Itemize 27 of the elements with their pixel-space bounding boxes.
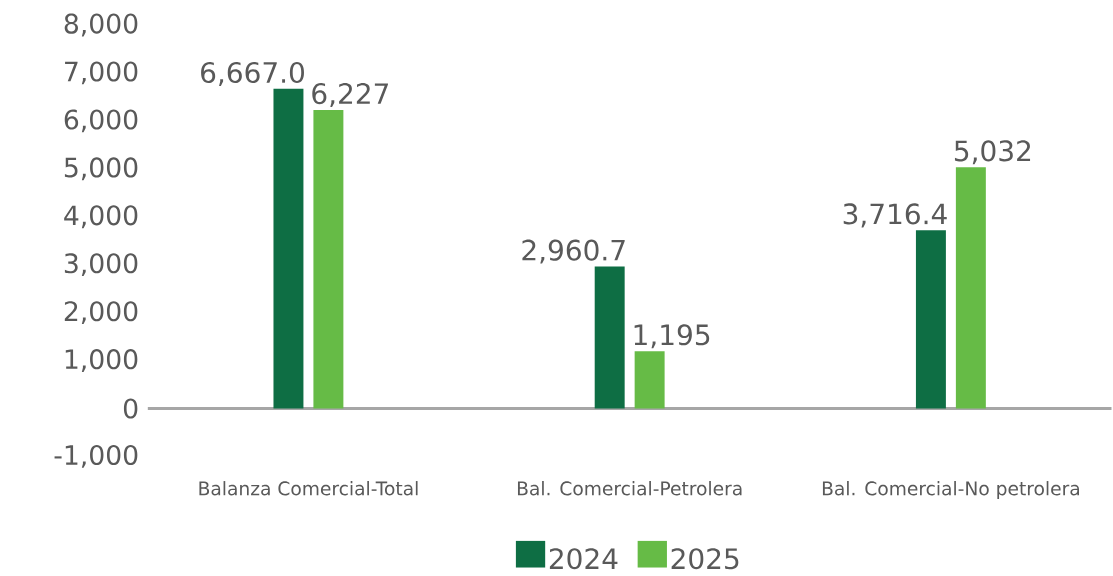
y-tick-label: 7,000 [65, 61, 138, 85]
y-tick-label: 5,000 [64, 157, 138, 181]
data-label: 6,667.0 [201, 61, 304, 86]
y-tick-label: 8,000 [64, 13, 138, 37]
x-tick-label: Bal. Comercial-Petrolera [517, 480, 742, 496]
y-tick-label: 1,000 [65, 348, 138, 372]
data-label: 1,195 [634, 324, 710, 349]
data-label: 6,227 [312, 82, 388, 107]
x-tick-label: Balanza Comercial-Total [199, 480, 418, 496]
y-tick-label: 0 [123, 398, 138, 419]
bar [594, 266, 625, 409]
y-tick-label: 4,000 [64, 205, 138, 229]
y-tick-label: 3,000 [64, 253, 138, 276]
y-tick-label: 2,000 [64, 301, 138, 324]
x-tick-label: Bal. Comercial-No petrolera [822, 480, 1079, 499]
y-tick-label: 6,000 [64, 109, 138, 133]
legend-label: 2025 [671, 548, 739, 570]
y-tick-label: -1,000 [54, 444, 138, 468]
bar [273, 88, 304, 409]
bar [634, 351, 665, 409]
bar [915, 230, 946, 409]
data-label: 3,716.4 [843, 203, 947, 228]
data-label: 5,032 [954, 140, 1031, 165]
data-label: 2,960.7 [522, 239, 625, 264]
legend-label: 2024 [549, 548, 618, 570]
bar [955, 167, 986, 409]
bar [313, 109, 344, 409]
